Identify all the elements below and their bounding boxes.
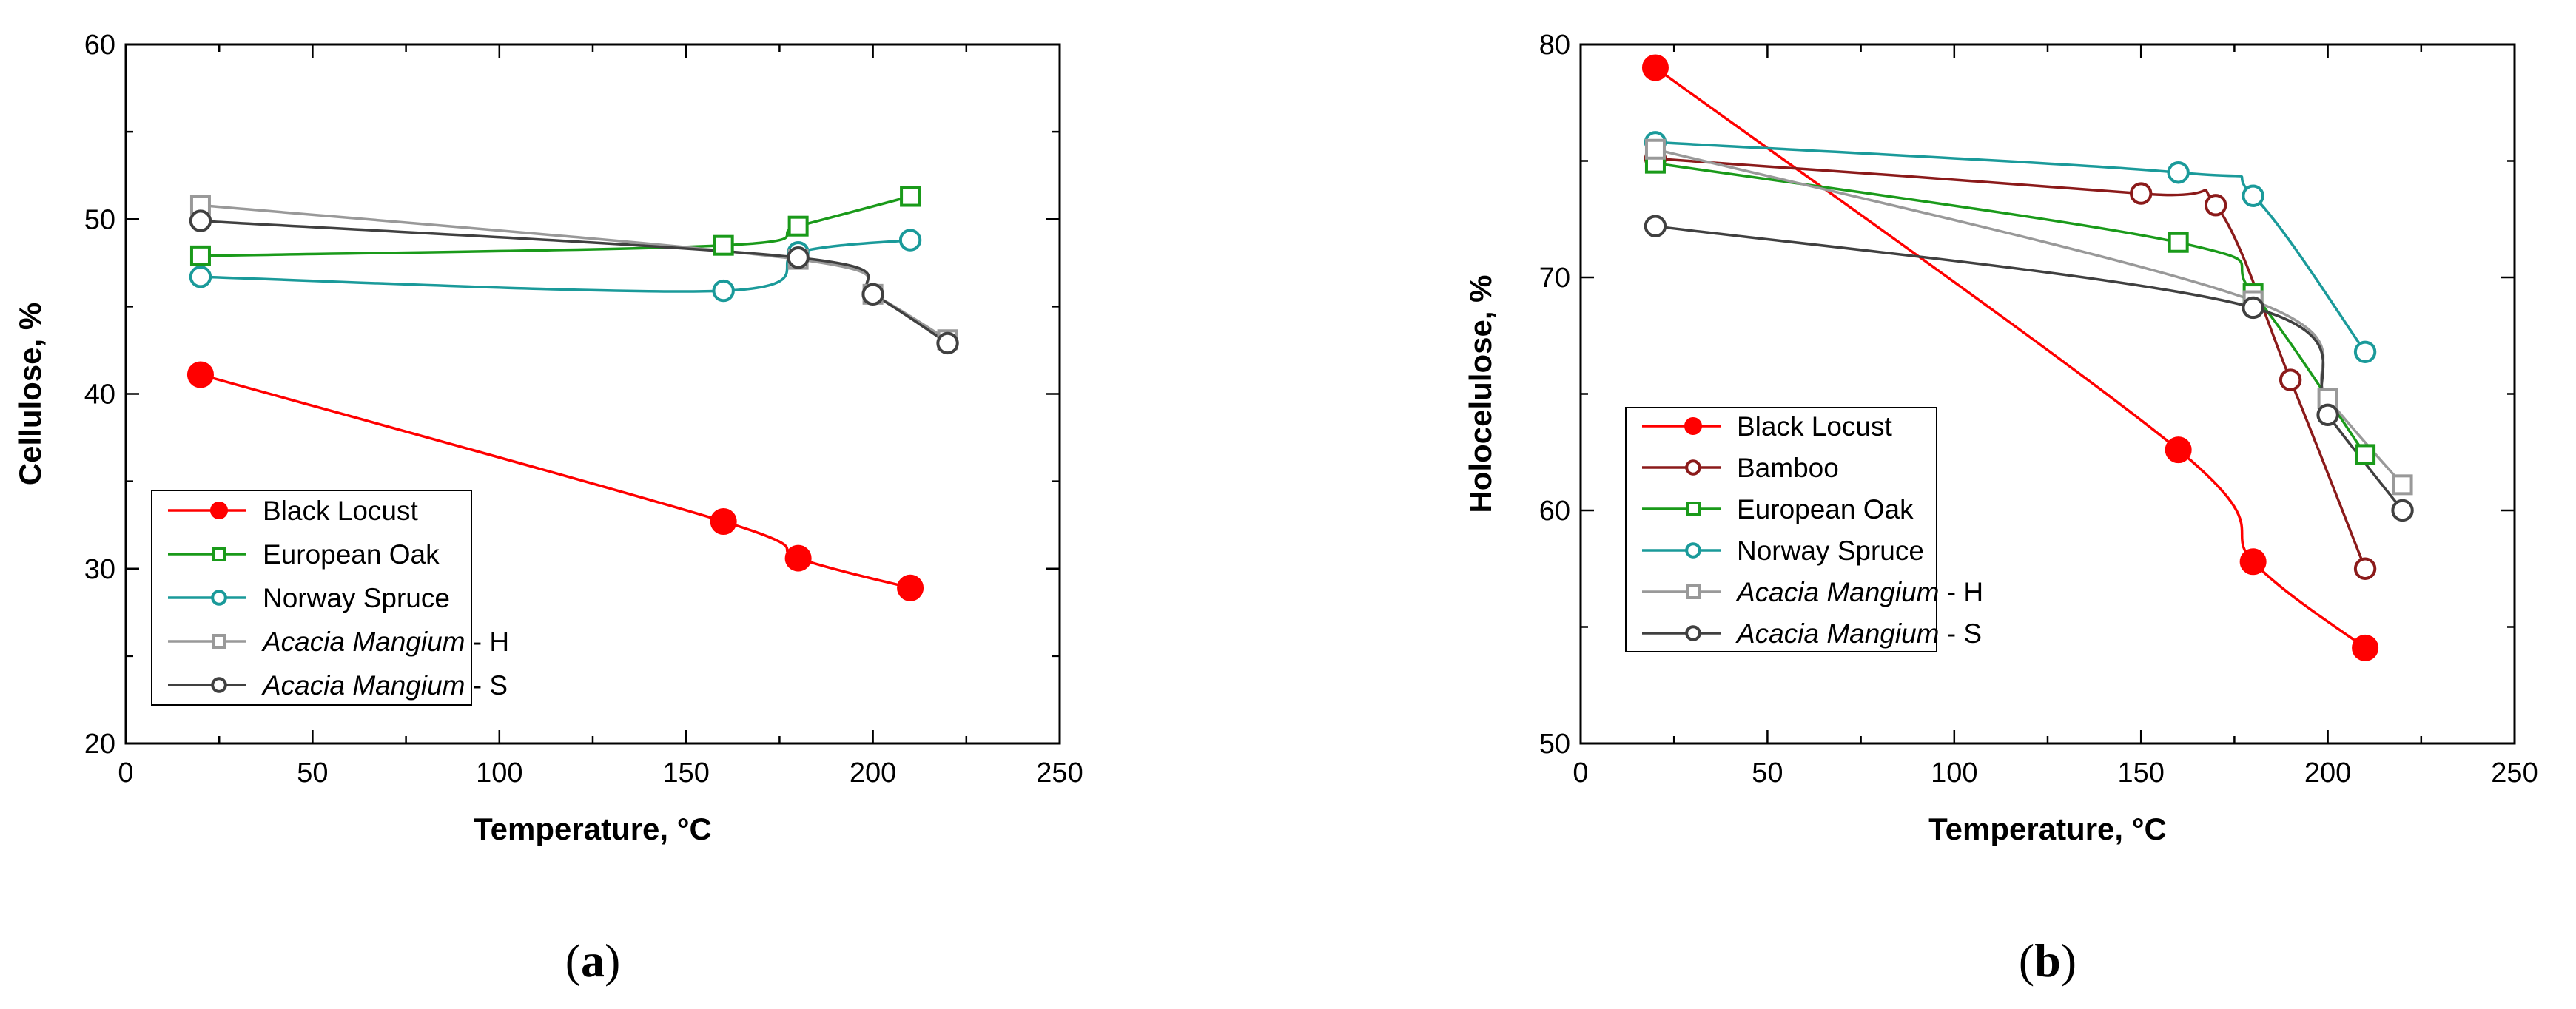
x-tick-label: 250 bbox=[2491, 757, 2538, 789]
series-line-2 bbox=[1655, 161, 2367, 456]
data-point bbox=[1644, 215, 1667, 237]
data-point bbox=[2279, 368, 2302, 391]
x-axis-title: Temperature, °C bbox=[474, 811, 712, 846]
series-line-0 bbox=[200, 373, 911, 590]
y-tick-label: 50 bbox=[84, 204, 115, 235]
x-tick-label: 200 bbox=[2304, 757, 2351, 789]
series-line-4 bbox=[1655, 148, 2404, 486]
panel-label: (b) bbox=[2019, 934, 2076, 987]
legend-marker bbox=[211, 590, 227, 606]
x-tick-label: 100 bbox=[1931, 757, 1977, 789]
x-tick-label: 0 bbox=[118, 757, 133, 789]
data-point bbox=[784, 544, 812, 572]
data-point bbox=[2353, 557, 2377, 580]
chart-panel-a: 0 50 100 150 200 250 20 30 40 50 60 Temperature, °C… bbox=[13, 30, 1083, 987]
x-tick-label: 150 bbox=[662, 757, 709, 789]
data-point bbox=[2168, 232, 2189, 253]
legend-marker bbox=[211, 677, 227, 693]
series-line-5 bbox=[1655, 224, 2404, 512]
y-axis-title: Cellulose, % bbox=[13, 303, 47, 485]
y-tick-label: 50 bbox=[1539, 729, 1570, 760]
legend-marker bbox=[1684, 417, 1702, 435]
legend-marker bbox=[212, 634, 226, 649]
data-point bbox=[2352, 634, 2379, 661]
data-point bbox=[900, 186, 921, 207]
series-line-0 bbox=[1654, 67, 2367, 649]
series-line-1 bbox=[1655, 157, 2367, 570]
x-tick-label: 150 bbox=[2117, 757, 2164, 789]
y-tick-label: 20 bbox=[84, 729, 115, 760]
series-line-3 bbox=[1655, 141, 2367, 353]
data-point bbox=[2239, 548, 2267, 576]
y-tick-label: 60 bbox=[1539, 496, 1570, 527]
legend-label: European Oak bbox=[1737, 494, 1914, 524]
data-point bbox=[2130, 182, 2153, 205]
y-tick-label: 30 bbox=[84, 554, 115, 585]
data-point bbox=[710, 507, 737, 535]
data-point bbox=[861, 283, 884, 306]
data-point bbox=[189, 245, 211, 266]
x-tick-label: 50 bbox=[1752, 757, 1783, 789]
x-tick-label: 200 bbox=[850, 757, 896, 789]
legend-label: Acacia Mangium - H bbox=[1735, 577, 1983, 607]
data-point bbox=[2165, 436, 2192, 464]
legend-marker bbox=[212, 547, 226, 561]
data-point bbox=[2355, 444, 2376, 465]
y-axis-title: Holocelulose, % bbox=[1463, 274, 1498, 513]
data-point bbox=[2316, 403, 2339, 427]
data-point bbox=[712, 279, 735, 303]
series-line-2 bbox=[200, 238, 911, 293]
data-point bbox=[898, 229, 922, 252]
legend-label: Black Locust bbox=[1737, 411, 1892, 442]
legend-marker bbox=[1686, 584, 1701, 599]
data-point bbox=[2353, 340, 2377, 363]
y-tick-label: 60 bbox=[84, 30, 115, 61]
data-point bbox=[787, 215, 809, 237]
series-line-1 bbox=[200, 195, 911, 257]
legend-label: European Oak bbox=[263, 539, 440, 570]
legend-label: Norway Spruce bbox=[1737, 536, 1924, 566]
legend-label: Acacia Mangium - S bbox=[261, 670, 508, 701]
legend-label: Norway Spruce bbox=[263, 583, 450, 613]
legend bbox=[1625, 407, 1937, 652]
data-point bbox=[2391, 499, 2414, 522]
legend-label: Acacia Mangium - S bbox=[1735, 618, 1982, 649]
legend-marker bbox=[1685, 625, 1701, 641]
data-point bbox=[1641, 54, 1669, 81]
legend-marker bbox=[1686, 502, 1701, 516]
legend-marker bbox=[1685, 459, 1701, 476]
data-point bbox=[1644, 138, 1666, 160]
legend-label: Acacia Mangium - H bbox=[261, 627, 509, 657]
legend-marker bbox=[210, 502, 228, 519]
x-tick-label: 0 bbox=[1573, 757, 1588, 789]
x-tick-label: 50 bbox=[297, 757, 328, 789]
legend-marker bbox=[1685, 542, 1701, 559]
x-axis-title: Temperature, °C bbox=[1928, 811, 2167, 846]
data-point bbox=[2242, 296, 2264, 320]
panel-label: (a) bbox=[565, 934, 621, 987]
y-tick-label: 40 bbox=[84, 379, 115, 411]
x-tick-label: 100 bbox=[476, 757, 522, 789]
data-point bbox=[2242, 184, 2264, 207]
data-point bbox=[713, 234, 734, 256]
data-point bbox=[2392, 474, 2413, 496]
data-point bbox=[2167, 161, 2190, 184]
y-tick-label: 80 bbox=[1539, 30, 1570, 61]
y-tick-label: 70 bbox=[1539, 263, 1570, 294]
data-point bbox=[936, 331, 959, 355]
data-point bbox=[189, 266, 212, 288]
x-tick-label: 250 bbox=[1036, 757, 1083, 789]
legend-label: Black Locust bbox=[263, 496, 418, 526]
data-point bbox=[189, 209, 212, 232]
legend-label: Bamboo bbox=[1737, 453, 1839, 483]
data-point bbox=[2204, 194, 2227, 217]
data-point bbox=[897, 574, 924, 601]
data-point bbox=[186, 361, 214, 388]
data-point bbox=[787, 246, 810, 269]
